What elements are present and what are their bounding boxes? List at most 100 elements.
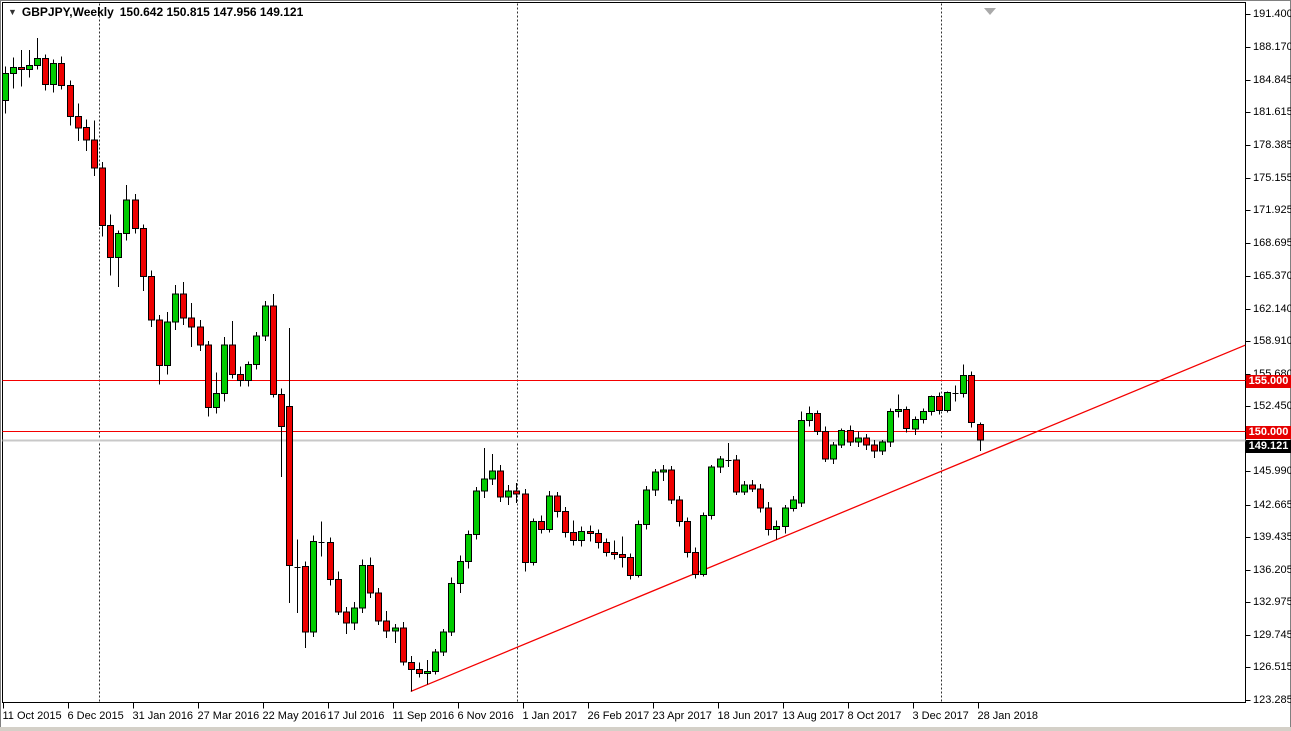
price-level-badge: 155.000 xyxy=(1246,375,1291,389)
candle xyxy=(977,424,984,441)
candle xyxy=(172,293,179,323)
candle xyxy=(619,554,626,558)
candle xyxy=(83,127,90,141)
y-axis-label: 132.975 xyxy=(1253,596,1291,609)
candle xyxy=(855,437,862,443)
x-axis-label: 6 Nov 2016 xyxy=(457,710,514,722)
candle xyxy=(383,620,390,632)
y-axis-label: 145.990 xyxy=(1253,465,1291,478)
candle xyxy=(408,661,415,670)
candle xyxy=(448,583,455,633)
y-axis-label: 162.140 xyxy=(1253,302,1291,315)
candle xyxy=(351,607,358,624)
candle xyxy=(635,523,642,577)
candle xyxy=(123,199,130,234)
x-axis-label: 17 Jul 2016 xyxy=(327,710,385,722)
y-axis-label: 175.155 xyxy=(1253,171,1291,184)
candle xyxy=(343,611,350,624)
candle xyxy=(140,227,147,278)
candle xyxy=(522,493,529,564)
candle xyxy=(968,374,975,424)
candle xyxy=(148,276,155,321)
symbol-title: ▼ GBPJPY,Weekly 150.642 150.815 147.956 14… xyxy=(8,5,303,19)
x-axis-label: 18 Jun 2017 xyxy=(717,710,779,722)
candle xyxy=(221,344,228,395)
candle xyxy=(497,470,504,498)
candle xyxy=(359,565,366,609)
candle xyxy=(237,373,244,381)
candle xyxy=(684,520,691,553)
candle xyxy=(367,565,374,594)
candle xyxy=(34,57,41,66)
candle xyxy=(700,514,707,576)
candle xyxy=(440,631,447,653)
candle xyxy=(513,490,520,495)
current-price-badge: 149.121 xyxy=(1246,439,1291,453)
candle xyxy=(213,393,220,409)
candle xyxy=(424,670,431,674)
candle xyxy=(115,232,122,259)
y-axis-label: 178.385 xyxy=(1253,139,1291,151)
candle xyxy=(188,317,195,328)
candle xyxy=(67,85,74,118)
candle xyxy=(643,489,650,525)
y-axis-label: 123.285 xyxy=(1253,693,1291,706)
x-axis-label: 11 Sep 2016 xyxy=(392,710,455,722)
candle xyxy=(757,488,764,509)
symbol-dropdown-icon[interactable]: ▼ xyxy=(8,7,17,17)
x-axis-label: 8 Oct 2017 xyxy=(847,710,902,722)
candle xyxy=(847,430,854,443)
candle xyxy=(538,520,545,530)
candle xyxy=(928,396,935,413)
candle xyxy=(660,469,667,473)
candle xyxy=(18,66,25,70)
symbol-label: GBPJPY,Weekly xyxy=(21,5,114,19)
candle xyxy=(229,344,236,375)
y-axis-label: 158.910 xyxy=(1253,335,1291,348)
candle xyxy=(749,484,756,490)
candle xyxy=(603,542,610,554)
y-axis-label: 168.695 xyxy=(1253,236,1291,249)
y-axis-label: 171.925 xyxy=(1253,204,1291,217)
candlestick-series xyxy=(2,38,984,692)
plot-border xyxy=(2,2,1246,703)
candle xyxy=(156,319,163,366)
chart-shift-marker-icon[interactable] xyxy=(983,8,996,15)
candle xyxy=(562,510,569,533)
x-axis-label: 22 May 2016 xyxy=(262,710,327,722)
candle xyxy=(814,413,821,433)
candle xyxy=(912,419,919,430)
candle xyxy=(205,344,212,409)
candle xyxy=(578,530,585,542)
candle xyxy=(830,444,837,460)
candle xyxy=(50,62,57,85)
candle xyxy=(530,520,537,564)
y-axis-label: 142.665 xyxy=(1253,498,1291,511)
candle xyxy=(546,495,553,530)
y-axis-label: 136.205 xyxy=(1253,563,1291,576)
candle xyxy=(554,495,561,512)
candle xyxy=(375,592,382,622)
ohlc-readout: 150.642 150.815 147.956 149.121 xyxy=(119,5,304,19)
candle xyxy=(733,459,740,493)
candle xyxy=(692,552,699,576)
candle xyxy=(75,116,82,129)
candle xyxy=(107,224,114,259)
candle xyxy=(944,392,951,412)
candle xyxy=(180,293,187,319)
x-axis-label: 1 Jan 2017 xyxy=(522,710,577,722)
candle xyxy=(936,396,943,412)
candle xyxy=(278,394,285,428)
x-axis-label: 28 Jan 2018 xyxy=(977,710,1039,722)
candle xyxy=(741,484,748,493)
candle xyxy=(708,466,715,516)
candle xyxy=(58,62,65,86)
price-level-badge: 150.000 xyxy=(1246,425,1291,439)
candle xyxy=(10,66,17,74)
candle xyxy=(611,552,618,555)
candle xyxy=(302,566,309,633)
y-axis-label: 152.450 xyxy=(1253,400,1291,413)
trendline[interactable] xyxy=(410,344,1246,693)
